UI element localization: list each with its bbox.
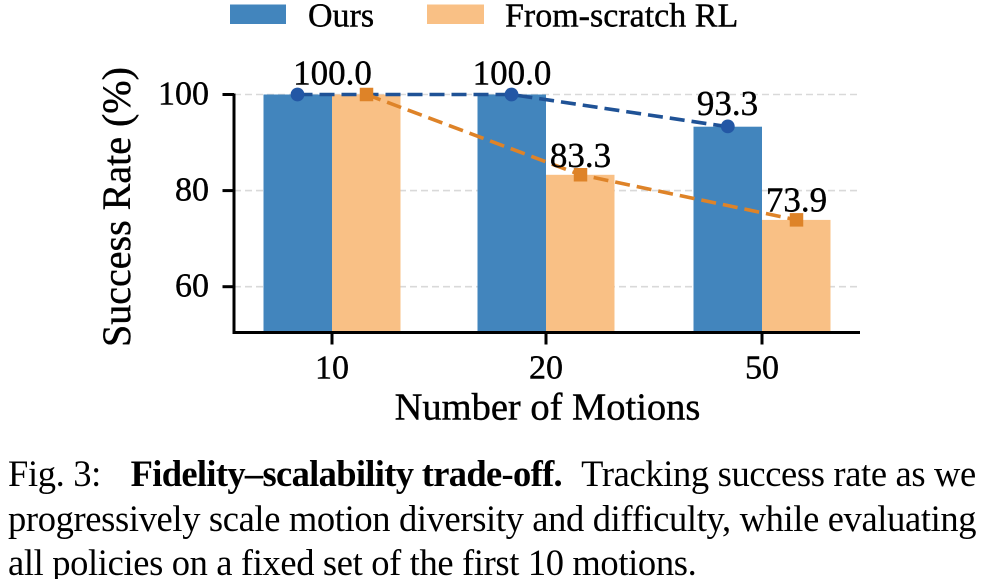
svg-text:10: 10 (315, 350, 349, 387)
svg-text:Success Rate (%): Success Rate (%) (94, 67, 139, 347)
svg-text:20: 20 (529, 350, 563, 387)
svg-text:Ours: Ours (308, 0, 374, 35)
svg-text:100.0: 100.0 (473, 54, 552, 93)
svg-text:100: 100 (158, 76, 209, 113)
svg-text:50: 50 (745, 350, 779, 387)
svg-text:80: 80 (175, 172, 209, 209)
svg-text:100.0: 100.0 (293, 54, 372, 93)
svg-text:Number of Motions: Number of Motions (395, 387, 701, 429)
svg-text:83.3: 83.3 (550, 136, 611, 175)
svg-text:73.9: 73.9 (766, 181, 827, 220)
svg-text:93.3: 93.3 (697, 84, 758, 123)
svg-text:From-scratch RL: From-scratch RL (505, 0, 738, 35)
svg-text:60: 60 (175, 268, 209, 305)
